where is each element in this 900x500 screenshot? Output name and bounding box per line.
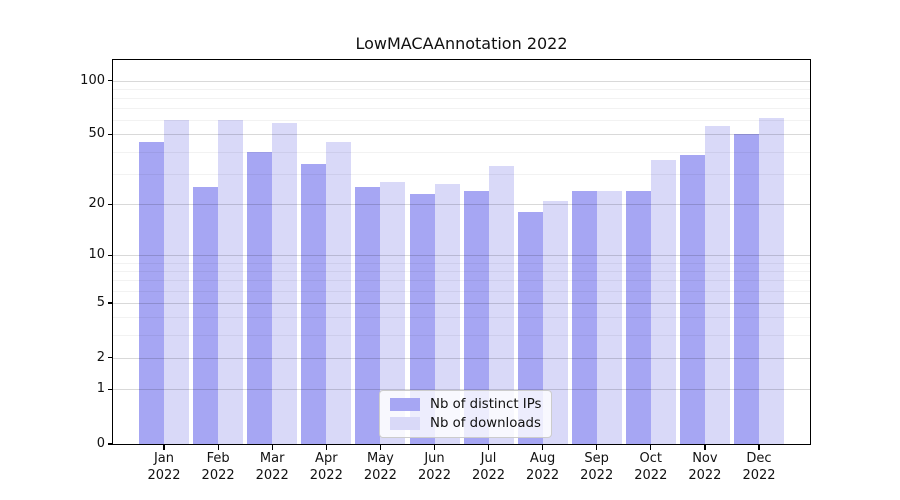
- legend-label-downloads: Nb of downloads: [430, 416, 541, 431]
- x-tick-mark: [217, 445, 219, 450]
- x-tick-year: 2022: [742, 467, 776, 483]
- x-tick-year: 2022: [255, 467, 289, 483]
- bar-nb-of-downloads: [218, 120, 244, 444]
- x-tick-year: 2022: [471, 467, 506, 483]
- x-axis-tick-label: Feb 2022: [186, 451, 250, 484]
- x-tick-mark: [758, 445, 760, 450]
- x-tick-mark: [542, 445, 544, 450]
- bar-nb-of-distinct-ips: [355, 187, 381, 444]
- x-tick-year: 2022: [580, 467, 614, 483]
- x-tick-month: Aug: [529, 451, 556, 466]
- bar-nb-of-distinct-ips: [247, 151, 273, 444]
- grid-line: [113, 108, 810, 110]
- x-tick-year: 2022: [526, 467, 560, 483]
- bar-nb-of-distinct-ips: [301, 164, 327, 444]
- bar-nb-of-distinct-ips: [139, 142, 164, 444]
- y-axis-tick-label: 1: [96, 381, 105, 397]
- x-axis-tick-label: Jan 2022: [132, 451, 196, 484]
- x-tick-year: 2022: [363, 467, 397, 483]
- legend-swatch-downloads: [390, 417, 420, 430]
- y-axis-tick-label: 20: [88, 196, 105, 212]
- x-tick-mark: [487, 445, 490, 450]
- x-tick-month: Apr: [315, 451, 338, 466]
- legend-label-distinct-ips: Nb of distinct IPs: [430, 397, 542, 412]
- y-axis-tick-label: 0: [96, 436, 105, 451]
- x-tick-year: 2022: [634, 467, 668, 483]
- bar-nb-of-distinct-ips: [679, 155, 705, 444]
- x-tick-month: Nov: [692, 451, 718, 466]
- x-tick-month: Jan: [153, 451, 175, 466]
- x-tick-month: Oct: [639, 451, 663, 466]
- y-tick-mark: [107, 79, 113, 82]
- x-tick-year: 2022: [201, 467, 235, 483]
- x-tick-month: Jul: [480, 451, 497, 466]
- x-axis-tick-label: Oct 2022: [619, 451, 683, 484]
- y-axis-tick-label: 10: [88, 247, 105, 263]
- x-tick-year: 2022: [417, 467, 452, 483]
- x-tick-year: 2022: [147, 467, 181, 483]
- y-axis-tick-label: 50: [88, 126, 105, 142]
- x-axis-tick-label: Jun 2022: [403, 451, 467, 484]
- x-tick-year: 2022: [309, 467, 343, 483]
- y-tick-mark: [107, 254, 113, 256]
- x-tick-month: Feb: [206, 451, 230, 466]
- grid-line: [113, 97, 810, 99]
- x-axis-tick-label: Nov 2022: [673, 451, 737, 484]
- y-tick-mark: [107, 356, 113, 359]
- bar-nb-of-downloads: [272, 122, 298, 444]
- x-axis-tick-label: Apr 2022: [294, 451, 358, 484]
- bar-nb-of-distinct-ips: [625, 190, 651, 444]
- y-axis-tick-label: 5: [96, 294, 105, 310]
- x-tick-mark: [596, 445, 598, 450]
- x-axis-tick-label: Sep 2022: [565, 451, 629, 484]
- x-axis-tick-label: Aug 2022: [511, 451, 575, 484]
- legend-swatch-distinct-ips: [390, 398, 420, 411]
- x-tick-month: May: [366, 451, 394, 466]
- x-tick-mark: [379, 445, 382, 450]
- x-tick-month: Mar: [259, 451, 285, 466]
- bar-nb-of-downloads: [650, 159, 676, 444]
- y-axis-tick-label: 100: [80, 72, 105, 88]
- x-axis-tick-label: Mar 2022: [240, 451, 304, 484]
- x-tick-year: 2022: [688, 467, 722, 483]
- bar-nb-of-distinct-ips: [571, 190, 597, 444]
- y-tick-mark: [107, 302, 113, 304]
- x-tick-mark: [650, 445, 652, 450]
- bar-nb-of-distinct-ips: [193, 187, 219, 444]
- x-tick-mark: [704, 445, 706, 450]
- legend-row-distinct-ips: Nb of distinct IPs: [390, 397, 541, 412]
- x-tick-mark: [271, 445, 273, 450]
- x-tick-mark: [433, 445, 436, 450]
- bar-nb-of-downloads: [759, 117, 784, 444]
- x-tick-month: Dec: [746, 451, 772, 466]
- chart-title: LowMACAAnnotation 2022: [355, 34, 568, 53]
- x-tick-month: Sep: [584, 451, 609, 466]
- grid-line: [113, 80, 810, 82]
- x-tick-mark: [163, 445, 165, 450]
- y-tick-mark: [107, 388, 113, 391]
- bar-nb-of-downloads: [704, 125, 730, 444]
- x-axis-tick-label: May 2022: [348, 451, 412, 484]
- x-axis-tick-label: Dec 2022: [727, 451, 791, 484]
- bar-nb-of-downloads: [326, 142, 352, 444]
- bar-nb-of-downloads: [164, 120, 189, 444]
- grid-line: [113, 88, 810, 90]
- bar-nb-of-downloads: [596, 190, 622, 444]
- y-tick-mark: [107, 203, 113, 205]
- x-axis-tick-label: Jul 2022: [457, 451, 521, 484]
- y-axis-tick-label: 2: [96, 349, 105, 365]
- x-tick-mark: [325, 445, 327, 450]
- y-tick-mark: [107, 443, 113, 445]
- plot-area: Nb of distinct IPs Nb of downloads: [113, 60, 810, 444]
- legend-row-downloads: Nb of downloads: [390, 416, 541, 431]
- legend: Nb of distinct IPs Nb of downloads: [379, 390, 553, 438]
- x-tick-month: Jun: [424, 451, 445, 466]
- y-tick-mark: [107, 133, 113, 135]
- bar-nb-of-distinct-ips: [734, 134, 759, 444]
